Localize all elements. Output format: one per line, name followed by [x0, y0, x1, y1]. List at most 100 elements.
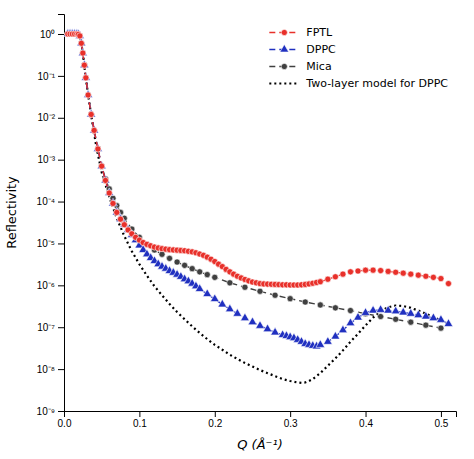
data-point — [385, 268, 391, 274]
series-line — [68, 34, 449, 285]
data-point — [384, 305, 393, 313]
y-tick: 10⁻⁹ — [37, 406, 64, 417]
data-point — [391, 306, 400, 314]
y-tick-label: 10⁻² — [38, 112, 56, 123]
y-tick-label: 10⁻³ — [38, 154, 56, 165]
x-tick-mark — [366, 411, 367, 417]
y-tick-label: 10⁰ — [40, 29, 55, 40]
x-axis-line — [65, 412, 457, 418]
data-point — [436, 315, 445, 323]
x-tick: 0.3 — [284, 411, 298, 429]
data-point — [332, 274, 338, 280]
data-point — [210, 294, 219, 302]
y-tick-mark — [58, 76, 64, 77]
data-point — [83, 75, 89, 81]
y-tick-mark — [58, 202, 64, 203]
data-point — [218, 299, 227, 307]
x-tick: 0.5 — [434, 411, 448, 429]
data-point — [97, 161, 106, 169]
x-tick-label: 0.3 — [284, 418, 298, 429]
data-point — [182, 262, 188, 268]
data-point — [400, 270, 406, 276]
data-point — [423, 322, 429, 328]
data-point — [204, 272, 210, 278]
data-point — [317, 279, 323, 285]
data-point — [105, 188, 114, 196]
data-point — [272, 292, 278, 298]
data-point — [408, 271, 414, 277]
data-point — [77, 38, 86, 46]
x-tick-label: 0.4 — [359, 418, 373, 429]
legend-item: Two-layer model for DPPC — [269, 77, 448, 90]
data-point — [332, 305, 338, 311]
data-point — [93, 144, 102, 152]
data-point — [376, 305, 385, 313]
x-axis-title: Q (Å⁻¹) — [237, 437, 282, 452]
data-point — [95, 146, 101, 152]
data-point — [393, 316, 399, 322]
legend-swatch — [269, 82, 299, 84]
data-point — [233, 309, 242, 317]
data-point — [323, 337, 332, 345]
data-point — [406, 309, 415, 317]
data-point — [263, 324, 272, 332]
legend-label: FPTL — [306, 26, 333, 39]
legend-item: FPTL — [269, 26, 333, 39]
legend-label: Two-layer model for DPPC — [305, 77, 448, 90]
y-tick-label: 10⁻⁵ — [37, 238, 55, 249]
data-point — [166, 255, 172, 261]
data-point — [101, 175, 110, 183]
data-point — [438, 325, 444, 331]
chart: 0.00.10.20.30.40.510⁻⁹10⁻⁸10⁻⁷10⁻⁶10⁻⁵10… — [0, 0, 474, 459]
data-point — [256, 321, 265, 329]
data-point — [99, 163, 105, 169]
data-point — [75, 31, 84, 39]
series-line — [68, 34, 449, 346]
y-tick: 10⁻⁷ — [37, 322, 64, 333]
y-tick-mark — [58, 327, 64, 328]
data-point — [91, 127, 97, 133]
data-point — [112, 207, 121, 215]
data-point — [212, 274, 218, 280]
data-point — [271, 327, 280, 335]
data-point — [203, 289, 212, 297]
data-point — [77, 33, 83, 39]
data-point — [370, 267, 376, 273]
y-tick-mark — [58, 285, 64, 286]
data-point — [90, 125, 99, 133]
y-tick-label: 10⁻⁹ — [37, 406, 55, 417]
x-tick-label: 0.5 — [434, 418, 448, 429]
data-point — [361, 308, 370, 316]
data-point — [78, 40, 84, 46]
data-point — [325, 276, 331, 282]
data-point — [317, 302, 323, 308]
x-tick: 0.2 — [208, 411, 222, 429]
legend-item: Mica — [269, 60, 331, 73]
data-point — [430, 274, 436, 280]
data-point — [347, 307, 353, 313]
legend-item: DPPC — [269, 43, 336, 56]
data-point — [257, 288, 263, 294]
data-point — [95, 146, 101, 152]
data-point — [225, 304, 234, 312]
data-point — [227, 280, 233, 286]
data-point — [106, 190, 112, 196]
data-point — [444, 319, 453, 327]
legend: FPTL DPPC Mica Two-layer model for DPPC — [269, 26, 448, 90]
data-point — [421, 311, 430, 319]
data-point — [408, 319, 414, 325]
data-point — [393, 269, 399, 275]
data-point — [114, 209, 120, 215]
data-point — [340, 271, 346, 277]
data-point — [378, 313, 384, 319]
data-point — [355, 268, 361, 274]
data-point — [83, 75, 89, 81]
series — [68, 34, 449, 383]
legend-label: Mica — [306, 60, 331, 73]
data-point — [338, 325, 347, 333]
data-point — [242, 284, 248, 290]
data-point — [240, 313, 249, 321]
data-point — [109, 198, 118, 206]
data-point — [378, 267, 384, 273]
y-tick: 10⁻² — [38, 112, 64, 123]
